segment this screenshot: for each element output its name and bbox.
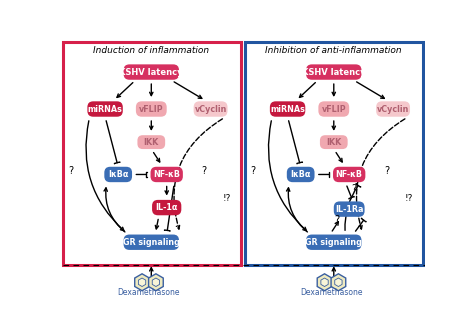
FancyBboxPatch shape — [152, 200, 182, 215]
Text: ?: ? — [201, 166, 207, 176]
FancyBboxPatch shape — [287, 167, 315, 182]
Text: vFLIP: vFLIP — [139, 105, 164, 114]
Text: IκBα: IκBα — [291, 170, 311, 179]
Polygon shape — [138, 278, 146, 287]
Polygon shape — [335, 278, 342, 287]
Text: KSHV latency: KSHV latency — [302, 68, 365, 76]
Text: vCyclin: vCyclin — [194, 105, 227, 114]
FancyBboxPatch shape — [334, 202, 365, 217]
Text: ?: ? — [384, 166, 389, 176]
FancyBboxPatch shape — [194, 101, 228, 117]
Text: KSHV latency: KSHV latency — [119, 68, 183, 76]
Polygon shape — [152, 278, 160, 287]
FancyBboxPatch shape — [270, 101, 305, 117]
Text: Dexamethasone: Dexamethasone — [300, 288, 363, 297]
Text: vFLIP: vFLIP — [321, 105, 346, 114]
FancyBboxPatch shape — [306, 235, 362, 250]
Polygon shape — [321, 278, 328, 287]
FancyBboxPatch shape — [320, 135, 347, 149]
Text: Dexamethasone: Dexamethasone — [118, 288, 180, 297]
FancyBboxPatch shape — [124, 64, 179, 80]
Text: ?: ? — [334, 215, 339, 225]
Text: GR signaling: GR signaling — [305, 238, 362, 247]
Polygon shape — [148, 274, 163, 291]
FancyBboxPatch shape — [104, 167, 132, 182]
FancyBboxPatch shape — [87, 101, 123, 117]
Text: miRNAs: miRNAs — [88, 105, 123, 114]
Text: Induction of inflammation: Induction of inflammation — [93, 46, 210, 55]
Text: !?: !? — [222, 194, 230, 204]
Text: NF-κB: NF-κB — [336, 170, 363, 179]
FancyBboxPatch shape — [245, 42, 423, 265]
Text: IL-1Ra: IL-1Ra — [335, 205, 364, 213]
Text: IKK: IKK — [144, 138, 159, 147]
FancyBboxPatch shape — [306, 64, 362, 80]
Text: ?: ? — [68, 166, 73, 176]
Text: vCyclin: vCyclin — [377, 105, 409, 114]
Text: miRNAs: miRNAs — [270, 105, 305, 114]
FancyBboxPatch shape — [333, 167, 365, 182]
Text: IκBα: IκBα — [108, 170, 128, 179]
Text: !?: !? — [405, 194, 413, 204]
Text: ?: ? — [251, 166, 256, 176]
FancyBboxPatch shape — [151, 167, 183, 182]
FancyBboxPatch shape — [124, 235, 179, 250]
Text: GR signaling: GR signaling — [123, 238, 180, 247]
Text: IKK: IKK — [326, 138, 341, 147]
FancyBboxPatch shape — [63, 42, 241, 265]
Text: Inhibition of anti-inflammation: Inhibition of anti-inflammation — [265, 46, 402, 55]
FancyBboxPatch shape — [137, 135, 165, 149]
Text: NF-κB: NF-κB — [153, 170, 180, 179]
Polygon shape — [135, 274, 149, 291]
FancyBboxPatch shape — [136, 101, 167, 117]
Polygon shape — [317, 274, 332, 291]
Text: ?: ? — [352, 184, 356, 194]
FancyBboxPatch shape — [319, 101, 349, 117]
Text: IL-1α: IL-1α — [155, 203, 178, 212]
FancyBboxPatch shape — [376, 101, 410, 117]
Polygon shape — [331, 274, 346, 291]
